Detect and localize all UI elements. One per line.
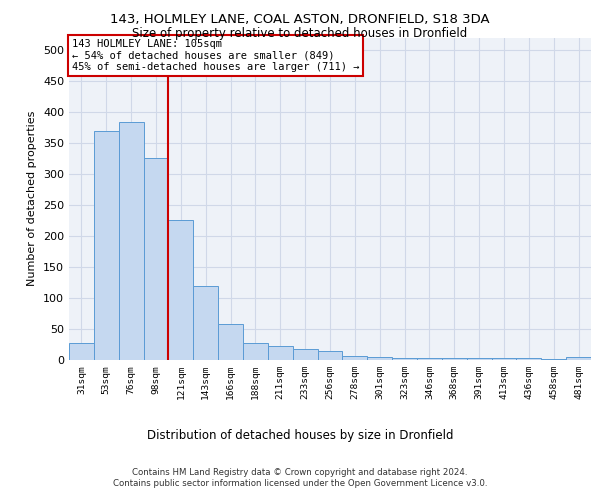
Text: Size of property relative to detached houses in Dronfield: Size of property relative to detached ho… xyxy=(133,28,467,40)
Bar xyxy=(566,357,591,360)
Bar xyxy=(317,352,343,360)
Text: Contains HM Land Registry data © Crown copyright and database right 2024.
Contai: Contains HM Land Registry data © Crown c… xyxy=(113,468,487,487)
Bar xyxy=(517,358,541,360)
Bar xyxy=(417,358,442,360)
Bar xyxy=(491,358,517,360)
Bar xyxy=(218,324,243,360)
Bar xyxy=(392,358,417,360)
Bar xyxy=(94,130,119,360)
Bar xyxy=(169,220,193,360)
Text: Distribution of detached houses by size in Dronfield: Distribution of detached houses by size … xyxy=(147,430,453,442)
Y-axis label: Number of detached properties: Number of detached properties xyxy=(28,111,37,286)
Bar xyxy=(343,356,367,360)
Bar xyxy=(119,122,143,360)
Bar xyxy=(367,357,392,360)
Bar xyxy=(193,286,218,360)
Bar xyxy=(268,346,293,360)
Bar xyxy=(293,349,317,360)
Bar xyxy=(467,358,491,360)
Bar xyxy=(442,358,467,360)
Text: 143, HOLMLEY LANE, COAL ASTON, DRONFIELD, S18 3DA: 143, HOLMLEY LANE, COAL ASTON, DRONFIELD… xyxy=(110,12,490,26)
Bar xyxy=(143,158,169,360)
Text: 143 HOLMLEY LANE: 105sqm
← 54% of detached houses are smaller (849)
45% of semi-: 143 HOLMLEY LANE: 105sqm ← 54% of detach… xyxy=(71,39,359,72)
Bar xyxy=(69,342,94,360)
Bar xyxy=(243,344,268,360)
